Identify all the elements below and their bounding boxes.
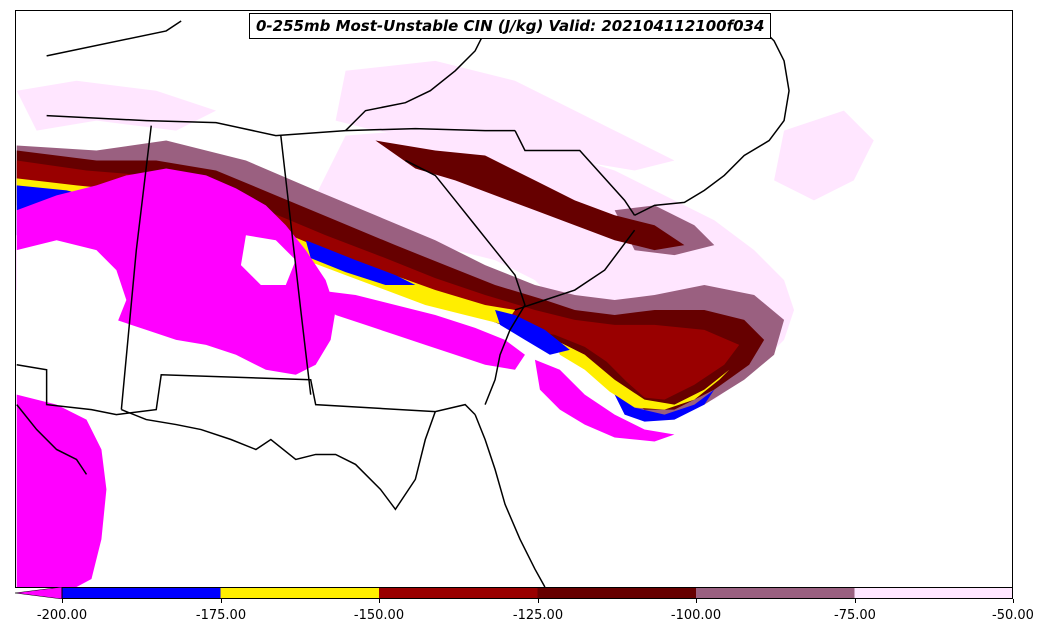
colorbar-segment-darkred [537, 587, 696, 599]
colorbar-tick-label: -100.00 [670, 608, 722, 623]
cin-map [16, 20, 874, 587]
colorbar-tick-label: -125.00 [512, 608, 564, 623]
colorbar-segment-yellow [220, 587, 379, 599]
colorbar-segment-pink [854, 587, 1013, 599]
colorbar-segment-mauve [696, 587, 855, 599]
cin-band-pink-west [16, 80, 217, 131]
colorbar-tick-mark [62, 599, 63, 603]
colorbar-tick-mark [855, 599, 856, 603]
cin-band-darkred-n [375, 140, 685, 251]
cin-band-magenta-coast [534, 359, 675, 442]
cin-band-magenta-sw [16, 394, 107, 587]
cin-band-magenta [16, 168, 336, 375]
cin-hole-west [16, 240, 127, 330]
colorbar-tick-label: -75.00 [834, 608, 876, 623]
colorbar-outline [61, 587, 1013, 599]
colorbar-tick-label: -175.00 [195, 608, 247, 623]
cin-band-pink-north [335, 60, 675, 171]
colorbar-tick-mark [379, 599, 380, 603]
state-boundaries [16, 20, 790, 587]
colorbar-segment-blue [62, 587, 221, 599]
map-title: 0-255mb Most-Unstable CIN (J/kg) Valid: … [249, 13, 772, 39]
colorbar-tick-mark [1013, 599, 1014, 603]
colorbar-tick-mark [696, 599, 697, 603]
colorbar-tick-mark [221, 599, 222, 603]
colorbar [15, 587, 1013, 599]
cin-band-pink-ne [774, 110, 874, 201]
colorbar-tick-mark [538, 599, 539, 603]
colorbar-tick-label: -50.00 [992, 608, 1034, 623]
cin-hole-center [240, 235, 296, 286]
cin-band-magenta-east [315, 290, 525, 370]
map-panel [15, 10, 1013, 588]
colorbar-extend-segment [15, 587, 63, 599]
colorbar-segment-red [379, 587, 538, 599]
colorbar-tick-label: -200.00 [36, 608, 88, 623]
colorbar-tick-label: -150.00 [353, 608, 405, 623]
